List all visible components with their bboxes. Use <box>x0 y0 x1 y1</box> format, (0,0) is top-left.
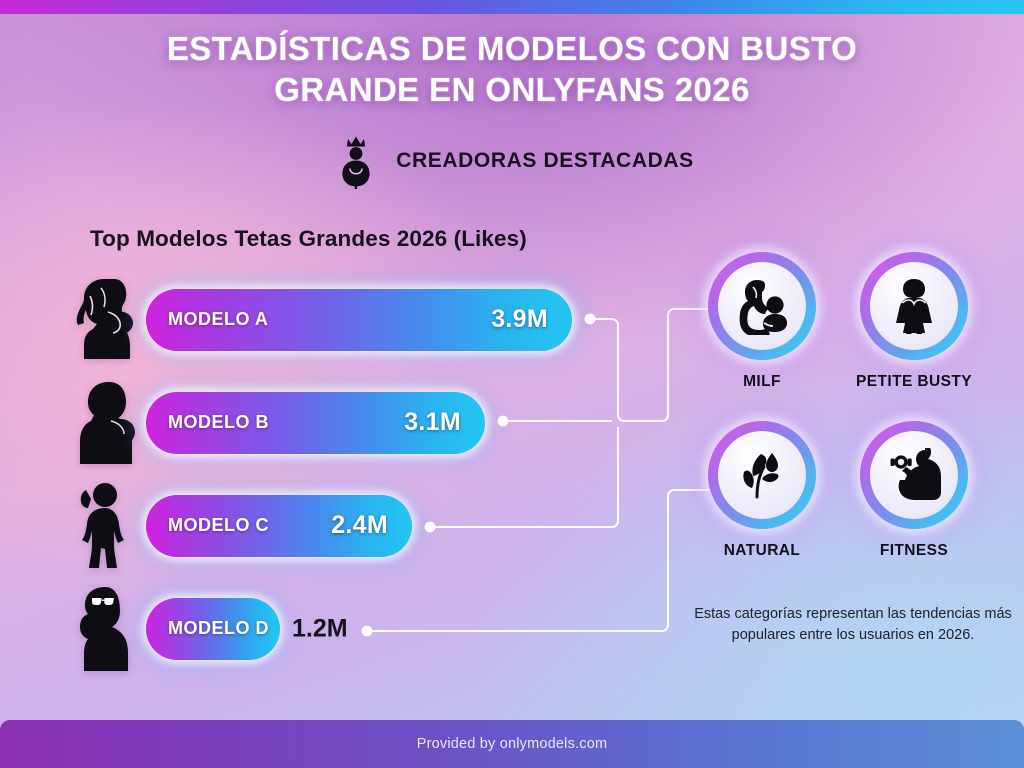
category-icon-well <box>718 431 806 519</box>
categories-note: Estas categorías representan las tendenc… <box>694 606 1012 644</box>
categories-row-top: MILF P <box>700 252 1000 391</box>
page-title-line-1: ESTADÍSTICAS DE MODELOS CON BUSTO <box>166 30 858 67</box>
bar-modelo-d[interactable]: MODELO D <box>146 597 280 660</box>
category-petite-busty[interactable]: PETITE BUSTY <box>852 252 976 391</box>
bar-value: 3.9M <box>491 305 548 333</box>
bar-value: 3.1M <box>404 408 461 436</box>
bar-modelo-a[interactable]: MODELO A 3.9M <box>146 288 572 351</box>
subtitle-row: CREADORAS DESTACADAS <box>0 132 1024 190</box>
category-label: FITNESS <box>879 542 949 559</box>
category-label: NATURAL <box>723 542 801 559</box>
woman-dress-icon <box>896 279 932 334</box>
footer-credit: Provided by onlymodels.com <box>416 736 608 752</box>
bar-value: 2.4M <box>331 511 388 539</box>
bar-modelo-c[interactable]: MODELO C 2.4M <box>146 494 412 557</box>
bar-row: MODELO A 3.9M <box>0 268 640 371</box>
category-icon-well <box>718 262 806 350</box>
page-title-line-2: GRANDE EN ONLYFANS 2026 <box>274 71 750 109</box>
category-ring <box>708 252 816 360</box>
category-ring <box>860 421 968 529</box>
category-ring <box>860 252 968 360</box>
bar-chart: MODELO A 3.9M MODELO B 3.1M <box>0 268 640 680</box>
woman-long-hair-silhouette-icon <box>66 274 148 366</box>
subtitle-label: CREADORAS DESTACADAS <box>396 149 694 172</box>
chart-title: Top Modelos Tetas Grandes 2026 (Likes) <box>90 226 527 251</box>
bar-value: 1.2M <box>292 614 348 642</box>
mother-holding-baby-icon <box>739 280 787 335</box>
crowned-woman-icon <box>342 136 370 189</box>
category-label: PETITE BUSTY <box>856 373 972 390</box>
page-title: ESTADÍSTICAS DE MODELOS CON BUSTO GRANDE… <box>0 28 1024 111</box>
bar-label: MODELO B <box>168 412 269 432</box>
category-milf[interactable]: MILF <box>700 252 824 391</box>
top-accent-bar <box>0 0 1024 14</box>
categories-panel: MILF P <box>700 252 1000 560</box>
footer-bar: Provided by onlymodels.com <box>0 720 1024 768</box>
category-fitness[interactable]: FITNESS <box>852 421 976 560</box>
woman-ponytail-silhouette-icon <box>66 480 148 572</box>
bar-label: MODELO C <box>168 515 269 535</box>
bar-label: MODELO A <box>168 309 269 329</box>
bar-label: MODELO D <box>168 618 269 638</box>
woman-bust-profile-silhouette-icon <box>66 377 148 469</box>
category-natural[interactable]: NATURAL <box>700 421 824 560</box>
bar-row: MODELO D 1.2M <box>0 577 640 680</box>
bar-row: MODELO B 3.1M <box>0 371 640 474</box>
category-label: MILF <box>743 373 781 390</box>
category-icon-well <box>870 262 958 350</box>
category-ring <box>708 421 816 529</box>
category-icon-well <box>870 431 958 519</box>
categories-row-bottom: NATURAL FITNESS <box>700 421 1000 560</box>
bar-modelo-b[interactable]: MODELO B 3.1M <box>146 391 485 454</box>
leaf-plant-icon <box>743 453 779 499</box>
bar-row: MODELO C 2.4M <box>0 474 640 577</box>
dumbbell-flex-arm-icon <box>890 448 941 500</box>
woman-sunglasses-silhouette-icon <box>66 583 148 675</box>
